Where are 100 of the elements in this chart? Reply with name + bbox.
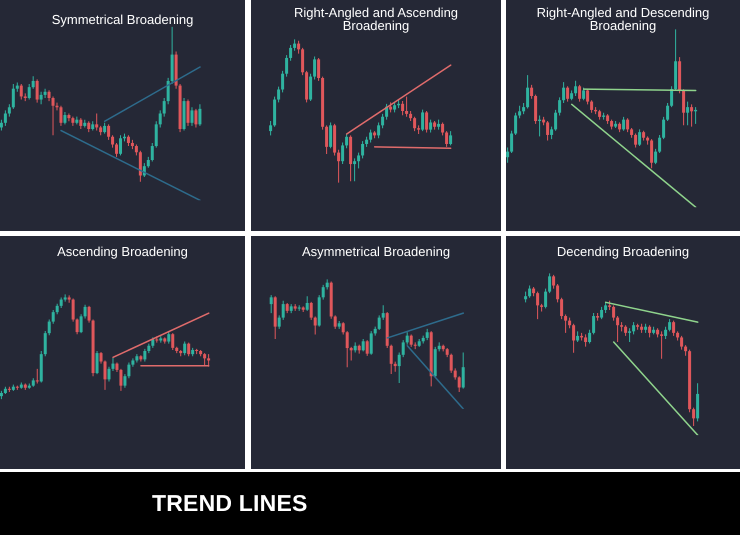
candlestick: [198, 104, 202, 126]
candlestick: [104, 360, 107, 390]
candlestick: [166, 77, 170, 105]
candlestick: [588, 329, 592, 344]
candlestick: [382, 304, 385, 320]
candlestick: [126, 134, 130, 147]
candlestick: [36, 368, 39, 384]
candlestick: [322, 284, 325, 300]
text: TREND LINES: [152, 490, 308, 517]
candlestick: [111, 356, 114, 372]
candlestick: [72, 298, 75, 322]
candlestick: [616, 316, 620, 343]
candlestick: [341, 142, 344, 165]
candlestick: [600, 306, 604, 320]
candlestick: [570, 90, 574, 101]
candlestick: [32, 76, 35, 90]
candlestick: [100, 352, 103, 364]
candlestick: [290, 304, 293, 314]
candlestick: [36, 78, 39, 104]
candlestick: [151, 336, 154, 348]
candlestick: [590, 100, 594, 114]
candlestick: [4, 110, 7, 126]
candlestick: [289, 44, 292, 62]
candlestick: [608, 300, 612, 310]
candlestick: [28, 84, 31, 100]
candlestick: [48, 319, 51, 336]
candlestick: [76, 318, 79, 335]
candlestick: [642, 130, 646, 141]
candlestick: [365, 136, 368, 148]
candlestick: [167, 332, 170, 344]
candlestick: [604, 302, 608, 314]
candlestick: [146, 156, 150, 168]
candlestick: [514, 112, 518, 136]
candlestick: [526, 74, 530, 110]
candlestick: [381, 113, 384, 129]
candlestick: [574, 80, 578, 97]
candlestick: [119, 134, 122, 156]
candlestick: [310, 301, 313, 320]
candlestick: [103, 122, 106, 134]
candlestick: [454, 368, 457, 380]
candlestick: [269, 120, 272, 136]
candlestick: [362, 338, 365, 352]
candlestick: [548, 273, 552, 294]
candlestick: [656, 328, 660, 338]
candlestick: [626, 118, 630, 133]
candlestick: [314, 316, 317, 336]
candlestick: [425, 110, 428, 134]
candlestick: [446, 348, 449, 358]
candlestick: [662, 116, 666, 140]
candlestick: [441, 122, 444, 136]
candlestick: [401, 100, 404, 116]
candlestick: [358, 344, 361, 354]
candlestick: [147, 343, 150, 354]
chart-title: Ascending Broadening: [57, 244, 188, 258]
candlestick: [694, 106, 698, 124]
candlestick: [421, 109, 424, 132]
candlestick: [52, 310, 55, 324]
candlestick: [130, 139, 134, 150]
candlestick: [285, 54, 288, 78]
candlestick: [325, 124, 328, 155]
candlestick: [357, 152, 360, 169]
candlestick: [402, 340, 405, 358]
candlestick: [134, 144, 138, 156]
candlestick: [680, 335, 684, 350]
candlestick: [377, 122, 380, 139]
candlestick: [510, 130, 514, 154]
candlestick: [530, 84, 534, 100]
candlestick: [186, 99, 190, 126]
candlestick: [405, 96, 408, 118]
chart-title: Asymmetrical Broadening: [302, 244, 450, 258]
candlestick: [562, 82, 566, 104]
candlestick: [550, 126, 554, 140]
candlestick: [79, 118, 82, 130]
candlestick: [345, 133, 348, 149]
candlestick: [374, 326, 377, 336]
candlestick: [123, 374, 126, 388]
candlestick: [558, 96, 562, 116]
candlestick: [518, 105, 522, 119]
candlestick: [398, 352, 401, 384]
candlestick: [60, 296, 63, 308]
candlestick: [606, 114, 610, 124]
candlestick: [158, 110, 162, 128]
candlestick: [203, 352, 206, 366]
candlestick: [650, 138, 654, 169]
candlestick: [286, 302, 289, 314]
candlestick: [628, 328, 632, 343]
candlestick: [306, 296, 309, 312]
candlestick: [115, 142, 118, 158]
candlestick: [576, 330, 580, 343]
candlestick: [378, 314, 381, 331]
candlestick: [56, 303, 59, 315]
candlestick: [99, 125, 102, 136]
candlestick: [183, 341, 186, 356]
candlestick: [59, 105, 62, 126]
candlestick: [107, 124, 110, 140]
candlestick: [437, 119, 440, 130]
candlestick: [684, 344, 688, 356]
candlestick: [297, 40, 300, 54]
candlestick: [556, 283, 560, 303]
candlestick: [95, 113, 98, 132]
